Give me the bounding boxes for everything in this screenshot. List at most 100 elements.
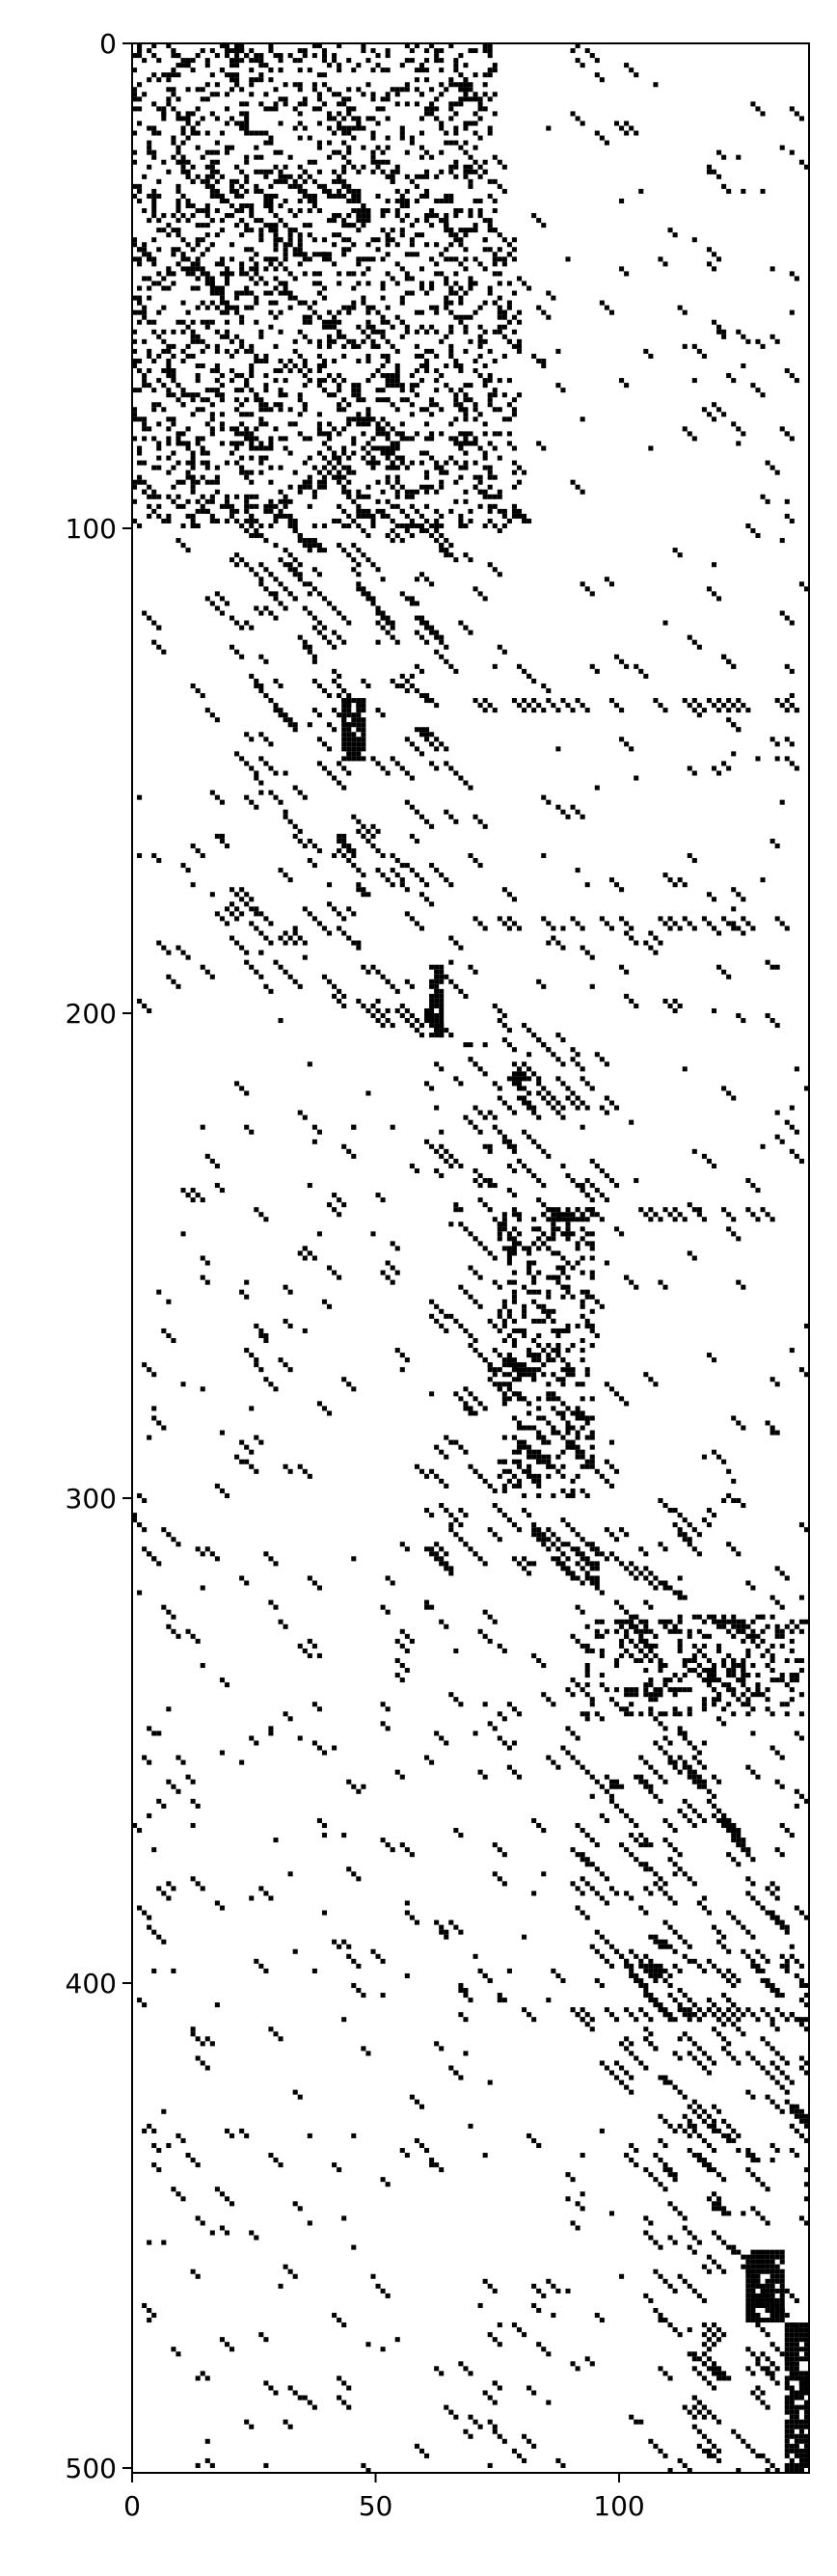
matrix-cell	[287, 935, 293, 941]
matrix-cell	[711, 2453, 717, 2458]
matrix-cell	[283, 2264, 288, 2269]
matrix-cell	[171, 392, 176, 398]
matrix-cell	[784, 2322, 790, 2328]
matrix-cell	[337, 121, 342, 126]
matrix-cell	[789, 1673, 795, 1678]
matrix-cell	[176, 53, 181, 59]
matrix-cell	[171, 1614, 176, 1620]
matrix-cell	[672, 1687, 678, 1693]
matrix-cell	[439, 998, 445, 1004]
matrix-cell	[482, 1478, 488, 1484]
matrix-cell	[429, 523, 435, 528]
matrix-cell	[429, 111, 435, 117]
matrix-cell	[258, 610, 264, 616]
matrix-cell	[774, 1382, 780, 1387]
matrix-cell	[439, 634, 445, 640]
matrix-cell	[147, 1759, 152, 1765]
matrix-cell	[404, 1546, 410, 1552]
matrix-cell	[209, 183, 215, 189]
matrix-cell	[789, 2395, 795, 2401]
matrix-cell	[341, 2215, 347, 2221]
matrix-cell	[477, 1110, 483, 1115]
matrix-cell	[409, 601, 415, 606]
matrix-cell	[453, 82, 459, 88]
matrix-cell	[439, 872, 445, 878]
matrix-cell	[726, 1822, 732, 1829]
matrix-cell	[672, 232, 678, 238]
matrix-cell	[774, 2307, 780, 2314]
matrix-cell	[439, 979, 445, 984]
matrix-cell	[803, 2390, 809, 2396]
matrix-cell	[750, 2268, 756, 2274]
matrix-cell	[487, 441, 493, 446]
matrix-cell	[482, 1178, 488, 1184]
matrix-cell	[394, 872, 400, 878]
matrix-cell	[745, 2264, 751, 2269]
matrix-cell	[453, 1318, 459, 1324]
matrix-cell	[701, 1643, 707, 1649]
matrix-cell	[375, 426, 381, 432]
matrix-cell	[619, 1706, 625, 1712]
matrix-cell	[672, 1948, 678, 1954]
matrix-cell	[394, 2337, 400, 2343]
matrix-cell	[506, 1702, 512, 1707]
matrix-cell	[418, 668, 425, 674]
matrix-cell	[444, 1740, 449, 1746]
matrix-cell	[643, 2026, 649, 2032]
matrix-cell	[214, 717, 220, 723]
matrix-cell	[468, 82, 473, 88]
matrix-cell	[803, 2400, 809, 2405]
matrix-cell	[224, 2128, 230, 2133]
matrix-cell	[341, 130, 347, 136]
matrix-cell	[555, 708, 561, 713]
matrix-cell	[458, 1396, 464, 1402]
matrix-cell	[132, 87, 138, 93]
matrix-cell	[531, 2302, 537, 2308]
matrix-cell	[390, 1580, 395, 1586]
matrix-cell	[439, 1503, 445, 1509]
matrix-cell	[741, 1623, 746, 1629]
matrix-cell	[249, 77, 255, 83]
matrix-cell	[662, 2162, 668, 2168]
matrix-cell	[546, 1047, 552, 1053]
matrix-cell	[667, 1944, 673, 1949]
matrix-cell	[453, 2070, 459, 2076]
matrix-cell	[701, 1895, 707, 1901]
matrix-cell	[346, 746, 352, 752]
matrix-cell	[784, 2385, 790, 2391]
matrix-cell	[453, 1391, 459, 1397]
matrix-cell	[555, 383, 561, 389]
matrix-cell	[482, 926, 488, 931]
matrix-cell	[643, 1866, 649, 1872]
matrix-cell	[361, 823, 366, 829]
matrix-cell	[789, 2351, 795, 2357]
matrix-cell	[798, 2065, 804, 2071]
matrix-cell	[492, 1114, 498, 1120]
matrix-cell	[492, 2428, 498, 2434]
matrix-cell	[209, 1158, 215, 1164]
matrix-cell	[418, 67, 425, 73]
matrix-cell	[418, 2448, 425, 2454]
matrix-cell	[691, 1657, 697, 1663]
matrix-cell	[365, 58, 371, 64]
matrix-cell	[731, 926, 737, 931]
matrix-cell	[132, 130, 138, 136]
matrix-cell	[244, 1124, 250, 1130]
matrix-cell	[273, 1604, 279, 1610]
matrix-cell	[779, 1702, 785, 1707]
matrix-cell	[584, 1915, 590, 1920]
matrix-cell	[575, 1575, 580, 1581]
matrix-cell	[643, 2293, 649, 2298]
matrix-cell	[794, 2347, 799, 2352]
matrix-cell	[268, 988, 274, 994]
matrix-cell	[351, 911, 357, 917]
matrix-cell	[638, 1648, 644, 1653]
matrix-cell	[536, 1303, 542, 1309]
matrix-cell	[565, 1687, 571, 1693]
matrix-cell	[711, 319, 717, 325]
matrix-cell	[394, 1657, 400, 1663]
matrix-cell	[516, 1367, 523, 1373]
matrix-cell	[511, 897, 517, 902]
matrix-cell	[263, 2462, 269, 2468]
